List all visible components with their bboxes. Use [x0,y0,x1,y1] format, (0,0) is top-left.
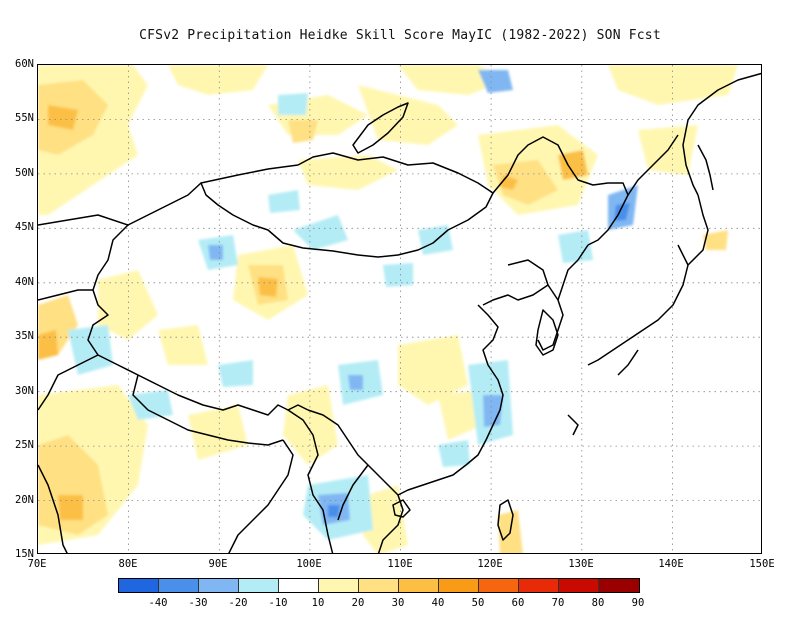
colorbar-tick-label: 90 [631,597,645,609]
colorbar-swatch [399,579,439,592]
colorbar-tick-label: 80 [591,597,605,609]
colorbar-swatch [119,579,159,592]
colorbar-swatch [239,579,279,592]
colorbar-tick-label: 10 [311,597,325,609]
lon-label-140e: 140E [658,558,684,570]
colorbar-tick-label: -10 [268,597,288,609]
colorbar-swatch [319,579,359,592]
map-canvas [38,65,761,553]
lat-label-55n: 55N [15,112,34,124]
colorbar-swatch [559,579,599,592]
colorbar-tick-label: 50 [471,597,485,609]
colorbar-tick-label: 20 [351,597,365,609]
colorbar-tick-label: 30 [391,597,405,609]
lat-label-60n: 60N [15,58,34,70]
colorbar-tick-label: 70 [551,597,565,609]
lat-label-40n: 40N [15,276,34,288]
lat-label-45n: 45N [15,221,34,233]
lon-label-150e: 150E [749,558,775,570]
lat-label-30n: 30N [15,385,34,397]
lat-label-20n: 20N [15,494,34,506]
coastlines-borders [38,72,761,553]
lat-label-35n: 35N [15,330,34,342]
colorbar-swatch [359,579,399,592]
map-panel [37,64,762,554]
colorbar-tick-label: 60 [511,597,525,609]
skill-score-shading [38,65,738,553]
lat-label-25n: 25N [15,439,34,451]
colorbar-swatch [199,579,239,592]
colorbar-swatch [599,579,639,592]
colorbar-swatch [159,579,199,592]
colorbar-swatch [279,579,319,592]
lon-label-100e: 100E [296,558,322,570]
map-title: CFSv2 Precipitation Heidke Skill Score M… [139,28,661,43]
lon-label-110e: 110E [387,558,413,570]
colorbar-swatch [479,579,519,592]
colorbar-tick-label: 40 [431,597,445,609]
lon-label-90e: 90E [208,558,228,570]
colorbar-swatch [519,579,559,592]
colorbar-tick-label: -40 [148,597,168,609]
lon-label-130e: 130E [568,558,594,570]
lon-label-120e: 120E [477,558,503,570]
lat-label-15n: 15N [15,548,34,560]
lat-label-50n: 50N [15,167,34,179]
lon-label-80e: 80E [118,558,138,570]
colorbar-tick-label: -20 [228,597,248,609]
colorbar [118,578,640,593]
colorbar-tick-label: -30 [188,597,208,609]
graticule [38,65,761,553]
lon-label-70e: 70E [27,558,47,570]
colorbar-swatch [439,579,479,592]
